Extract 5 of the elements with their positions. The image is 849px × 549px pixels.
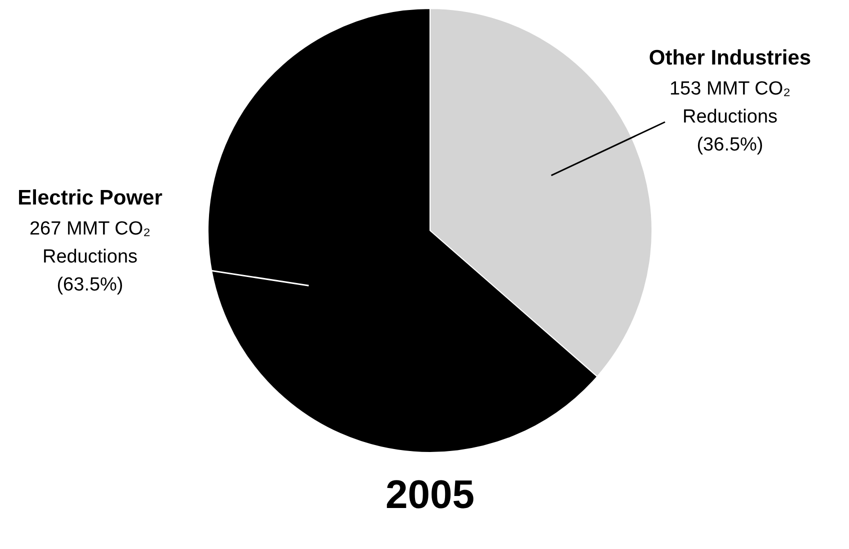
data-label: 153 MMT CO₂ Reductions (36.5%) xyxy=(669,78,791,156)
text: 2005 xyxy=(386,473,474,518)
slice-label: Other Industries xyxy=(648,46,812,70)
data-label: 267 MMT CO₂ Reductions (63.5%) xyxy=(29,218,151,296)
slice-label: Electric Power xyxy=(18,186,162,210)
